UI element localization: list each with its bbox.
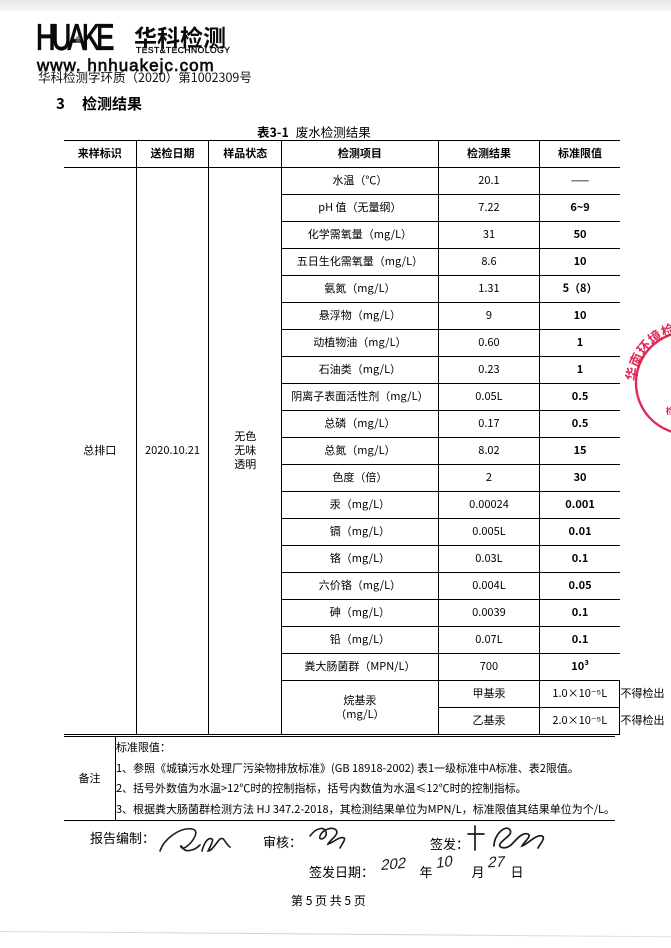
svg-text:华南环境检测有限公司: 华南环境检测有限公司 [620, 316, 671, 382]
svg-text:检测专用章: 检测专用章 [666, 405, 671, 417]
